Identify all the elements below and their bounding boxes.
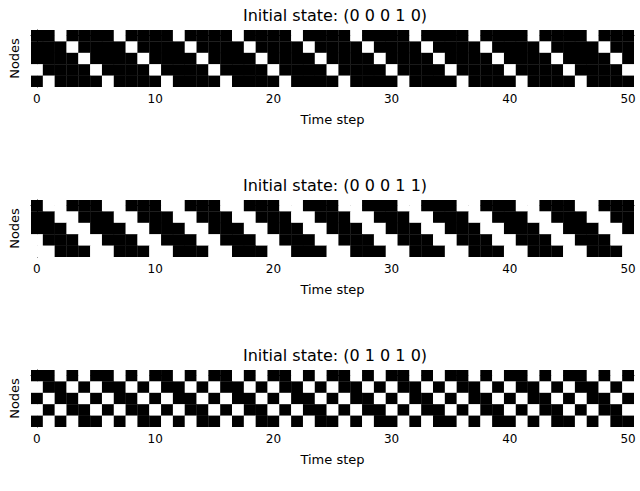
svg-text:Nodes: Nodes	[7, 208, 22, 249]
svg-text:Nodes: Nodes	[7, 38, 22, 79]
svg-text:0: 0	[33, 262, 41, 276]
svg-text:50: 50	[620, 92, 635, 106]
svg-text:Initial state: (0 1 0 1 0): Initial state: (0 1 0 1 0)	[243, 346, 427, 365]
svg-text:0: 0	[33, 432, 41, 446]
svg-text:0: 0	[33, 92, 41, 106]
svg-text:20: 20	[266, 432, 281, 446]
svg-text:30: 30	[384, 262, 399, 276]
svg-text:40: 40	[502, 432, 517, 446]
svg-text:Initial state: (0 0 0 1 0): Initial state: (0 0 0 1 0)	[243, 6, 427, 25]
svg-text:50: 50	[620, 262, 635, 276]
svg-text:30: 30	[384, 432, 399, 446]
svg-text:30: 30	[384, 92, 399, 106]
svg-text:20: 20	[266, 92, 281, 106]
svg-text:10: 10	[148, 432, 163, 446]
svg-text:10: 10	[148, 262, 163, 276]
svg-text:Initial state: (0 0 0 1 1): Initial state: (0 0 0 1 1)	[243, 176, 427, 195]
svg-text:20: 20	[266, 262, 281, 276]
svg-text:Time step: Time step	[299, 452, 364, 467]
svg-text:40: 40	[502, 92, 517, 106]
svg-text:40: 40	[502, 262, 517, 276]
svg-text:Time step: Time step	[299, 282, 364, 297]
svg-text:50: 50	[620, 432, 635, 446]
svg-text:10: 10	[148, 92, 163, 106]
svg-text:Nodes: Nodes	[7, 378, 22, 419]
svg-text:Time step: Time step	[299, 112, 364, 127]
